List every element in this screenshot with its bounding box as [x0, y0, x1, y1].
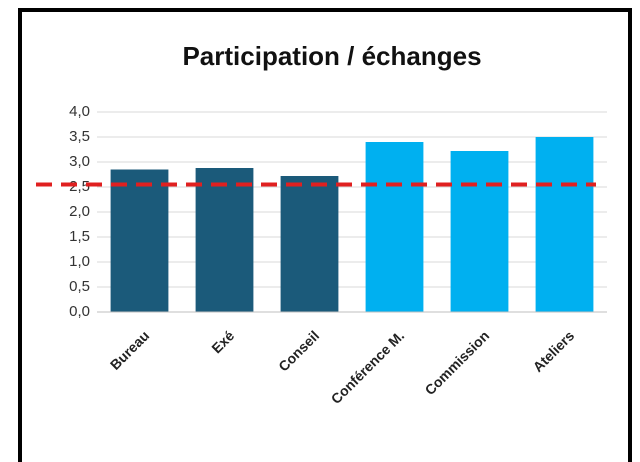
bar [280, 176, 339, 312]
bar [195, 168, 254, 312]
chart-title: Participation / échanges [182, 41, 481, 71]
y-tick-label: 2,0 [69, 203, 90, 220]
y-tick-label: 3,0 [69, 153, 90, 170]
y-tick-label: 0,5 [69, 278, 90, 295]
bar [365, 142, 424, 312]
bar [110, 169, 169, 312]
y-tick-label: 1,0 [69, 253, 90, 270]
y-tick-label: 2,5 [69, 178, 90, 195]
y-tick-label: 3,5 [69, 128, 90, 145]
y-tick-label: 0,0 [69, 303, 90, 320]
y-tick-label: 4,0 [69, 103, 90, 120]
y-tick-label: 1,5 [69, 228, 90, 245]
bar [535, 137, 594, 312]
bar [450, 151, 509, 312]
